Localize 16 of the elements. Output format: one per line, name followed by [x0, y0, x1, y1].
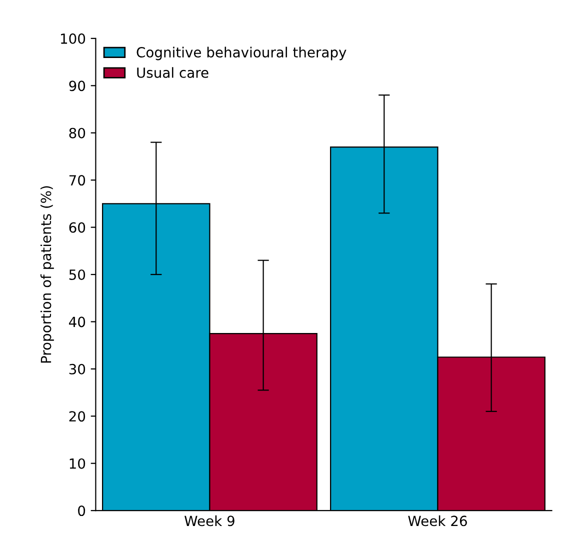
y-tick-label: 20 [69, 411, 86, 422]
y-tick-label: 60 [69, 222, 86, 233]
y-tick-label: 50 [69, 269, 86, 280]
legend-label: Usual care [137, 67, 208, 78]
x-tick-label: Week 26 [408, 515, 467, 526]
y-tick-label: 0 [78, 506, 86, 516]
y-tick-label: 80 [69, 128, 86, 138]
y-tick-label: 30 [69, 364, 86, 374]
y-tick-label: 100 [61, 33, 86, 44]
y-axis-title: Proportion of patients (%) [40, 186, 54, 363]
y-tick-label: 90 [69, 80, 86, 92]
y-tick-label: 10 [70, 458, 86, 469]
y-tick-label: 40 [68, 316, 86, 328]
y-tick-label: 70 [69, 175, 86, 186]
x-tick-label: Week 9 [184, 515, 234, 526]
legend-label: Cognitive behavioural therapy [136, 46, 346, 60]
